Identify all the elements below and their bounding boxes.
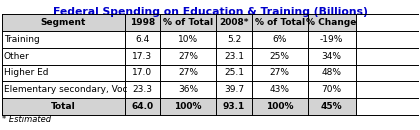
Bar	[2, 64, 125, 81]
Bar	[2, 98, 125, 115]
Bar	[216, 98, 252, 115]
Bar	[2, 14, 125, 31]
Bar	[125, 81, 160, 98]
Text: 2008*: 2008*	[219, 18, 249, 27]
Bar	[125, 98, 160, 115]
Bar	[160, 81, 216, 98]
Text: 34%: 34%	[322, 52, 342, 61]
Text: 36%: 36%	[178, 85, 198, 94]
Text: Higher Ed: Higher Ed	[4, 68, 48, 77]
Bar	[252, 48, 308, 64]
Bar	[216, 81, 252, 98]
Text: 70%: 70%	[322, 85, 342, 94]
Text: 17.0: 17.0	[132, 68, 152, 77]
Text: Segment: Segment	[41, 18, 86, 27]
Text: 10%: 10%	[178, 35, 198, 44]
Bar	[308, 31, 356, 48]
Text: 100%: 100%	[174, 102, 202, 111]
Bar	[125, 31, 160, 48]
Text: Training: Training	[4, 35, 40, 44]
Text: 23.1: 23.1	[224, 52, 244, 61]
Bar	[160, 98, 216, 115]
Text: 6%: 6%	[273, 35, 287, 44]
Bar	[2, 31, 125, 48]
Bar	[216, 31, 252, 48]
Text: -19%: -19%	[320, 35, 344, 44]
Bar	[308, 81, 356, 98]
Text: Total: Total	[51, 102, 76, 111]
Text: 27%: 27%	[178, 68, 198, 77]
Bar	[160, 31, 216, 48]
Text: 17.3: 17.3	[132, 52, 152, 61]
Text: 5.2: 5.2	[227, 35, 241, 44]
Text: 64.0: 64.0	[131, 102, 153, 111]
Bar	[216, 14, 252, 31]
Bar	[125, 48, 160, 64]
Text: 27%: 27%	[178, 52, 198, 61]
Bar	[308, 64, 356, 81]
Text: 1998: 1998	[130, 18, 155, 27]
Text: % of Total: % of Total	[255, 18, 305, 27]
Bar	[2, 81, 125, 98]
Bar	[216, 48, 252, 64]
Text: Federal Spending on Education & Training (Billions): Federal Spending on Education & Training…	[52, 7, 368, 17]
Text: 25%: 25%	[270, 52, 290, 61]
Text: Other: Other	[4, 52, 30, 61]
Bar	[252, 31, 308, 48]
Bar	[252, 14, 308, 31]
Text: % Change: % Change	[307, 18, 357, 27]
Bar	[160, 64, 216, 81]
Bar	[125, 14, 160, 31]
Bar	[252, 64, 308, 81]
Text: 45%: 45%	[321, 102, 342, 111]
Bar	[160, 48, 216, 64]
Text: 23.3: 23.3	[132, 85, 152, 94]
Bar	[252, 81, 308, 98]
Text: 43%: 43%	[270, 85, 290, 94]
Bar	[160, 14, 216, 31]
Text: 25.1: 25.1	[224, 68, 244, 77]
Bar	[125, 64, 160, 81]
Bar	[2, 48, 125, 64]
Bar	[308, 48, 356, 64]
Text: % of Total: % of Total	[163, 18, 213, 27]
Text: 100%: 100%	[266, 102, 294, 111]
Bar	[308, 98, 356, 115]
Text: 93.1: 93.1	[223, 102, 245, 111]
Text: 39.7: 39.7	[224, 85, 244, 94]
Bar	[216, 64, 252, 81]
Text: 27%: 27%	[270, 68, 290, 77]
Text: 6.4: 6.4	[135, 35, 150, 44]
Bar	[252, 98, 308, 115]
Text: 48%: 48%	[322, 68, 342, 77]
Bar	[308, 14, 356, 31]
Text: Elementary secondary, Voc: Elementary secondary, Voc	[4, 85, 128, 94]
Text: * Estimated: * Estimated	[2, 115, 51, 125]
